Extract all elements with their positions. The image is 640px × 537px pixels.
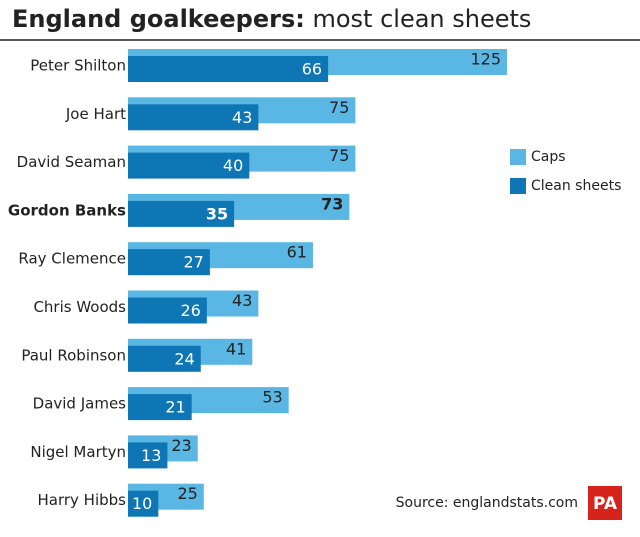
title-bold: England goalkeepers: [12, 5, 305, 33]
value-label: 41 [226, 339, 246, 358]
value-label: 125 [470, 50, 501, 69]
value-label: 25 [177, 484, 197, 503]
legend-label: Clean sheets [531, 178, 621, 194]
value-label: 40 [223, 156, 243, 175]
source: Source: englandstats.com [396, 495, 578, 511]
legend-swatch [510, 149, 526, 165]
bar [128, 152, 250, 179]
bar [128, 394, 192, 421]
value-label: 35 [206, 204, 228, 223]
category-label: Gordon Banks [8, 201, 126, 219]
bar [128, 200, 235, 227]
bar [128, 442, 168, 469]
bar [128, 490, 159, 517]
chart-title: England goalkeepers: most clean sheets [12, 5, 531, 33]
value-label: 27 [184, 253, 204, 272]
value-label: 26 [180, 301, 200, 320]
bar [128, 345, 201, 372]
category-label: Chris Woods [33, 298, 126, 316]
value-label: 21 [165, 398, 185, 417]
value-label: 66 [302, 60, 322, 79]
category-label: Paul Robinson [21, 346, 126, 364]
legend-swatch [510, 178, 526, 194]
value-label: 73 [321, 194, 343, 213]
bar [128, 249, 210, 276]
logo-box [588, 486, 622, 520]
title-rest: most clean sheets [312, 5, 531, 33]
value-label: 24 [174, 349, 194, 368]
category-label: David Seaman [17, 153, 126, 171]
category-label: Harry Hibbs [38, 491, 127, 509]
bar [128, 56, 329, 82]
value-label: 61 [287, 243, 307, 262]
category-label: Peter Shilton [30, 57, 126, 75]
value-label: 43 [232, 291, 252, 310]
value-label: 10 [132, 494, 152, 513]
category-label: Joe Hart [65, 105, 126, 123]
value-label: 75 [329, 146, 349, 165]
value-label: 53 [262, 388, 282, 407]
logo: PA [593, 494, 618, 514]
value-label: 75 [329, 98, 349, 117]
bar [128, 297, 207, 324]
value-label: 43 [232, 108, 252, 127]
category-label: David James [33, 395, 127, 413]
category-label: Nigel Martyn [30, 443, 126, 461]
bar [128, 104, 259, 131]
legend-label: Caps [531, 149, 566, 165]
value-label: 23 [171, 436, 191, 455]
value-label: 13 [141, 446, 161, 465]
category-label: Ray Clemence [18, 250, 126, 268]
